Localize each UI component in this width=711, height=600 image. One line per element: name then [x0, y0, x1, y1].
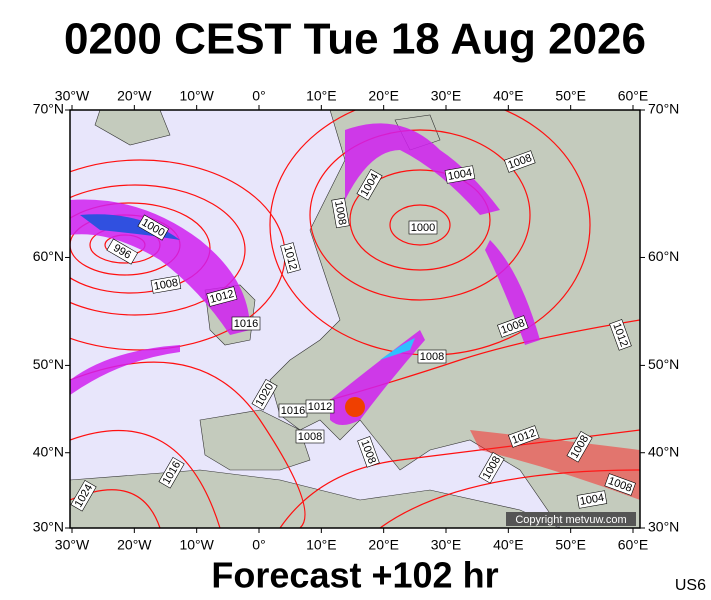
land — [70, 110, 640, 528]
isobar-value: 1004 — [579, 492, 605, 508]
lat-tick-label: 40°N — [648, 443, 679, 459]
lon-tick-label: 30°E — [431, 537, 462, 553]
isobar-label: 1008 — [417, 349, 447, 364]
lat-tick-label: 50°N — [33, 356, 64, 372]
model-code: US6 — [675, 577, 706, 594]
isobar-label-box — [106, 238, 139, 265]
lon-tick-label: 30°E — [431, 88, 462, 104]
map-frame — [69, 109, 641, 529]
isobar-label-box — [497, 315, 529, 338]
isobar-label-box — [137, 214, 170, 241]
isobar-value: 1004 — [447, 167, 473, 183]
isobar-value: 1008 — [332, 200, 348, 226]
lat-tick-label: 30°N — [33, 519, 64, 535]
title: 0200 CEST Tue 18 Aug 2026 — [64, 15, 646, 64]
lon-tick-label: 10°E — [306, 537, 337, 553]
isobar-label-box — [206, 286, 238, 307]
isobar-label-box — [70, 479, 97, 512]
lon-tick-label: 50°E — [555, 537, 586, 553]
lon-tick-label: 10°E — [306, 88, 337, 104]
map-area: 1000996100810121016101210081004100010041… — [70, 110, 640, 528]
isobar-label-box — [295, 429, 325, 444]
lat-tick-label: 50°N — [648, 356, 679, 372]
lon-tick-label: 40°E — [493, 537, 524, 553]
isobar-label: 1008 — [150, 275, 182, 294]
isobar-label-box — [331, 197, 350, 229]
lon-tick-label: 0° — [252, 537, 265, 553]
lat-tick-label: 30°N — [648, 519, 679, 535]
isobar-label-box — [251, 378, 278, 411]
isobar-label-box — [566, 430, 593, 463]
isobar-label: 1012 — [206, 286, 238, 307]
lon-tick-label: 40°E — [493, 88, 524, 104]
isobar-label-box — [305, 399, 335, 414]
lon-tick-label: 10°W — [179, 537, 214, 553]
isobar-label-box — [604, 473, 636, 496]
isobar-label-box — [356, 168, 383, 201]
isobar-label-box — [444, 165, 476, 184]
lon-tick-label: 10°W — [179, 88, 214, 104]
lat-tick-label: 40°N — [33, 443, 64, 459]
copyright-box — [506, 512, 636, 526]
isobar-value: 1000 — [411, 222, 435, 234]
lat-tick-label: 60°N — [648, 248, 679, 264]
isobar-label-box — [231, 316, 261, 331]
isobar-value: 1012 — [308, 401, 332, 413]
isobar-label: 1012 — [280, 242, 301, 274]
isobar-label: 1000 — [408, 220, 438, 235]
lat-tick-label: 70°N — [33, 101, 64, 117]
isobar-label-box — [280, 242, 301, 274]
isobar-label-box — [357, 436, 380, 468]
lat-tick-label: 60°N — [33, 248, 64, 264]
isobar-label-box — [576, 490, 608, 509]
isobar-value: 1016 — [281, 405, 305, 417]
lon-tick-label: 30°W — [55, 537, 90, 553]
isobar-label: 1016 — [231, 316, 261, 331]
isobar-label-box — [408, 220, 438, 235]
lon-tick-label: 20°W — [117, 537, 152, 553]
lat-tick-label: 70°N — [648, 101, 679, 117]
isobar-label-box — [609, 319, 632, 351]
isobar-value: 1016 — [234, 318, 258, 330]
isobar-label: 1008 — [331, 197, 350, 229]
lon-tick-label: 50°E — [555, 88, 586, 104]
isobar-label-box — [478, 451, 505, 484]
isobar-value: 1008 — [298, 431, 322, 443]
lon-tick-label: 20°W — [117, 88, 152, 104]
isobar-label-box — [417, 349, 447, 364]
precipitation — [70, 123, 640, 500]
isobar-label: 1004 — [576, 490, 608, 509]
lon-tick-label: 20°E — [368, 537, 399, 553]
isobar-value: 1008 — [153, 277, 179, 293]
isobar-label: 1016 — [278, 403, 308, 418]
copyright: Copyright metvuw.com — [515, 514, 626, 526]
isobar-label: 1004 — [444, 165, 476, 184]
isobar-label: 1008 — [295, 429, 325, 444]
isobar-label-box — [504, 150, 536, 173]
lon-tick-label: 20°E — [368, 88, 399, 104]
forecast-label: Forecast +102 hr — [211, 555, 498, 596]
isobar-label-box — [158, 456, 185, 489]
isobar-label-box — [150, 275, 182, 294]
lon-tick-label: 0° — [252, 88, 265, 104]
isobar-label-box — [508, 425, 540, 448]
lon-tick-label: 30°W — [55, 88, 90, 104]
isobar-label: 1012 — [305, 399, 335, 414]
lon-tick-label: 60°E — [618, 537, 649, 553]
lon-tick-label: 60°E — [618, 88, 649, 104]
isobar-value: 1008 — [420, 351, 444, 363]
